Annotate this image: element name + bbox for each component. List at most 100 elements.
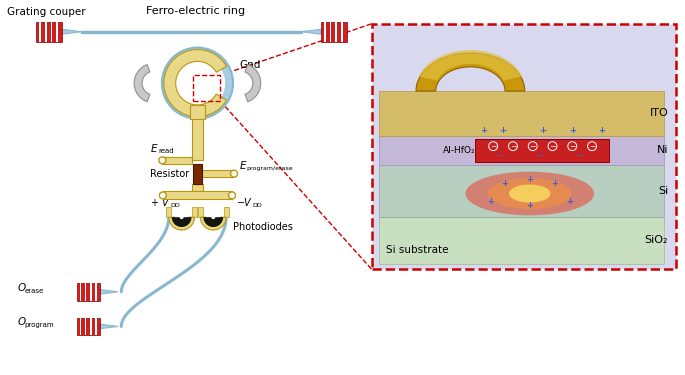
Text: −: −	[536, 151, 543, 160]
Bar	[85, 318, 86, 335]
Polygon shape	[416, 53, 525, 91]
Text: V: V	[161, 198, 167, 208]
Circle shape	[229, 192, 236, 199]
Text: −: −	[237, 198, 245, 208]
Bar	[51, 22, 52, 42]
Bar	[198, 207, 203, 217]
Text: +: +	[569, 126, 576, 135]
Bar	[36, 22, 62, 42]
Bar	[321, 22, 347, 42]
Text: −: −	[589, 142, 595, 151]
Text: program: program	[25, 322, 54, 328]
Bar	[90, 318, 92, 335]
Bar	[192, 75, 220, 101]
Circle shape	[160, 192, 166, 199]
Text: −: −	[490, 142, 497, 151]
Polygon shape	[245, 64, 261, 102]
Circle shape	[231, 170, 238, 177]
Text: +: +	[499, 126, 506, 135]
Bar	[341, 22, 343, 42]
Bar	[192, 164, 202, 183]
Polygon shape	[301, 29, 321, 34]
Text: −: −	[549, 142, 556, 151]
Bar	[475, 138, 609, 162]
Bar	[90, 283, 92, 301]
Circle shape	[159, 157, 166, 164]
Bar	[324, 22, 326, 42]
Text: Photodiodes: Photodiodes	[233, 222, 293, 232]
Text: DD: DD	[171, 203, 180, 208]
Wedge shape	[169, 217, 195, 230]
Text: −: −	[497, 151, 503, 160]
Bar	[192, 105, 203, 160]
Bar	[95, 283, 97, 301]
Bar	[77, 283, 100, 301]
Polygon shape	[100, 290, 118, 294]
Bar	[163, 192, 232, 200]
Text: −: −	[575, 151, 583, 160]
Bar	[371, 24, 676, 269]
Text: E: E	[240, 161, 247, 171]
Text: −: −	[510, 142, 516, 151]
Text: −: −	[530, 142, 536, 151]
Text: Ni: Ni	[657, 146, 668, 155]
Text: erase: erase	[25, 288, 44, 294]
Text: Si: Si	[658, 186, 668, 196]
Text: program/erase: program/erase	[246, 166, 292, 171]
Bar	[379, 165, 664, 217]
Text: O: O	[17, 283, 25, 293]
Polygon shape	[100, 324, 118, 328]
Circle shape	[170, 56, 225, 111]
Bar	[56, 22, 58, 42]
Text: Gnd: Gnd	[239, 60, 260, 70]
Bar	[379, 136, 664, 165]
Text: V: V	[243, 198, 249, 208]
Bar	[85, 283, 86, 301]
Bar	[336, 22, 337, 42]
Bar	[39, 22, 41, 42]
Wedge shape	[172, 217, 192, 227]
Bar	[379, 217, 664, 264]
Text: +: +	[150, 198, 158, 208]
Ellipse shape	[509, 184, 551, 202]
Bar	[202, 170, 234, 177]
Text: +: +	[486, 197, 494, 206]
Text: +: +	[526, 175, 533, 184]
Bar	[166, 207, 171, 217]
Text: E: E	[151, 144, 158, 154]
Bar	[79, 283, 82, 301]
Bar	[79, 318, 82, 335]
Wedge shape	[203, 217, 223, 227]
Text: +: +	[526, 201, 533, 210]
Ellipse shape	[488, 178, 572, 209]
Text: DD: DD	[253, 203, 262, 208]
Text: Si substrate: Si substrate	[386, 245, 449, 255]
Bar	[77, 318, 100, 335]
Text: Ferro-electric ring: Ferro-electric ring	[146, 6, 245, 16]
Text: ITO: ITO	[649, 108, 668, 118]
Text: read: read	[158, 148, 174, 154]
Polygon shape	[62, 29, 82, 34]
Text: O: O	[17, 318, 25, 327]
Bar	[162, 157, 192, 164]
Text: Resistor: Resistor	[150, 169, 190, 178]
Text: +: +	[501, 179, 508, 188]
Bar	[192, 207, 197, 217]
Polygon shape	[164, 50, 227, 117]
Bar	[190, 105, 205, 119]
Text: −: −	[569, 142, 575, 151]
Bar	[192, 183, 203, 195]
Text: +: +	[479, 126, 487, 135]
Text: SiO₂: SiO₂	[645, 236, 668, 245]
Bar	[45, 22, 47, 42]
Bar	[95, 318, 97, 335]
Text: Grating couper: Grating couper	[7, 7, 86, 17]
Text: +: +	[599, 126, 606, 135]
Polygon shape	[419, 50, 522, 81]
Circle shape	[162, 48, 233, 119]
Polygon shape	[134, 64, 150, 102]
Bar	[329, 22, 332, 42]
Text: Al-HfO₂: Al-HfO₂	[443, 146, 475, 155]
Bar	[379, 91, 664, 136]
Wedge shape	[201, 217, 226, 230]
